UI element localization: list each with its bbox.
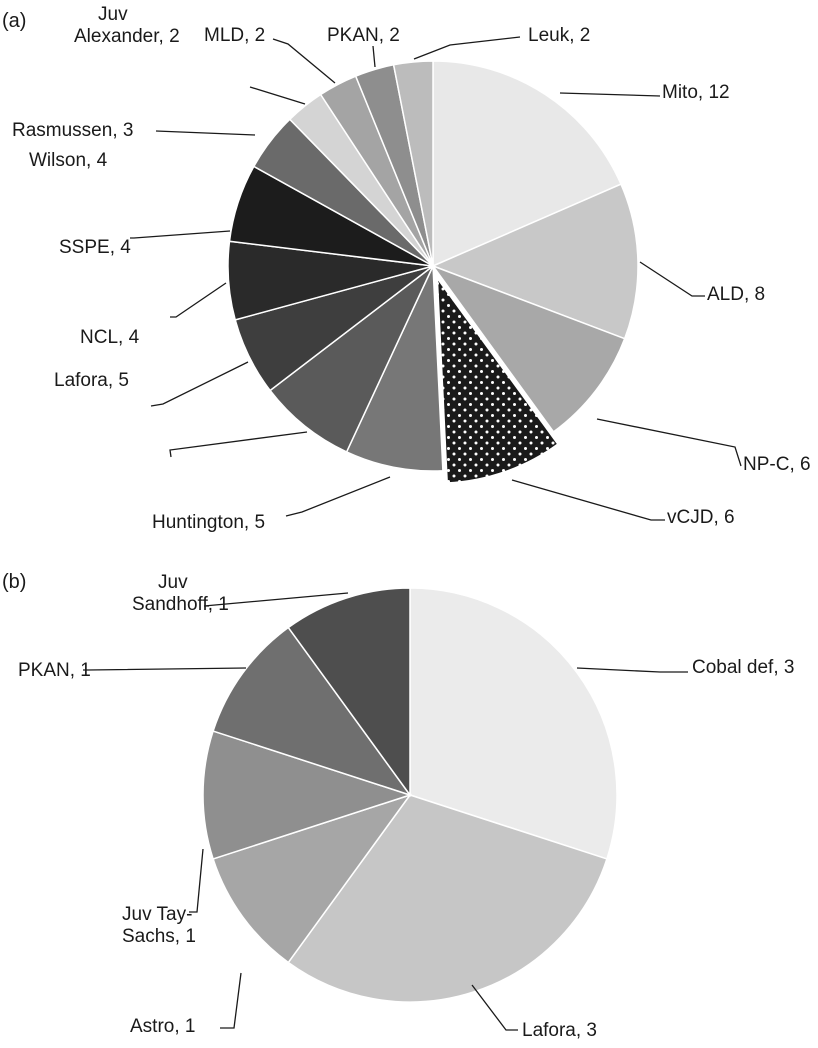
pie-slice-juv-tay-sachs [202,730,413,860]
leader-line-huntington [285,476,391,517]
pie-slice-np-c [430,264,626,433]
leader-line-sspe [170,282,227,318]
slice-label-pkan: PKAN, 2 [327,25,400,46]
leader-line-leuk [413,36,521,60]
slice-label-sspe: SSPE, 4 [59,237,131,258]
leader-line-astro [220,972,242,1029]
pie-slice-juv-sandhoff [287,587,411,798]
leader-line-rasmussen [155,130,256,136]
panel-label-a: (a) [2,10,26,32]
leader-line-juv-sandhoff [203,592,349,607]
pie-chart-b: Cobal def, 3 Lafora, 3 Astro, 1 Juv Tay-Sac… [18,572,794,1041]
leader-line-ald [639,261,705,297]
slice-label-juv-alexander: Juv Alexander, 2 [74,4,180,47]
leader-line-wilson [130,230,231,239]
leader-line-ncl [150,361,249,407]
pie-slice-pkan [212,626,412,797]
slice-label-ncl: NCL, 4 [80,327,140,348]
slice-label-astro: Astro, 1 [130,1016,195,1037]
pie-slice-mito [432,60,622,268]
leader-line-pkan [83,667,247,671]
pie-slice-leuk [392,60,434,267]
leader-line-cobal-def [576,667,688,673]
slice-label-leuk: Leuk, 2 [528,25,590,46]
pie-chart-a: Mito, 12 ALD, 8 NP-C, 6 vCJD, 6 Huntington, … [12,4,811,533]
slice-label-np-c: NP-C, 6 [743,454,811,475]
pie-slice-vcjd [436,275,559,484]
slice-label-wilson: Wilson, 4 [29,150,108,171]
slice-label-lafora: Lafora, 3 [522,1020,597,1041]
leader-line-juv-alexander [249,86,306,105]
leader-line-vcjd [511,479,665,521]
slice-label-pkan: PKAN, 1 [18,660,91,681]
pie-slice-ald [431,183,639,340]
leader-line-mld [272,38,336,84]
leader-line-juv-tay-sachs [189,848,204,913]
slice-label-juv-sandhoff: Juv Sandhoff, 1 [132,572,229,615]
leader-line-mito [559,92,661,97]
leader-line-lafora [169,431,308,458]
slice-label-mld: MLD, 2 [204,25,265,46]
pie-slice-cobal-def [409,587,618,860]
slice-label-mito: Mito, 12 [662,82,730,103]
slice-label-cobal-def: Cobal def, 3 [692,657,794,678]
slice-label-rasmussen: Rasmussen, 3 [12,120,133,141]
slice-label-huntington: Huntington, 5 [152,512,265,533]
pie-slice-lafora [269,265,434,453]
slice-label-vcjd: vCJD, 6 [667,507,735,528]
leader-line-np-c [596,418,742,467]
pie-slice-lafora [287,794,608,1003]
slice-label-ald: ALD, 8 [707,284,765,305]
leader-line-lafora [471,984,518,1031]
slice-label-lafora: Lafora, 5 [54,370,129,391]
slice-label-juv-tay-sachs: Juv Tay-Sachs, 1 [122,904,196,947]
leader-line-pkan [372,45,376,68]
pie-slice-huntington [345,265,444,472]
panel-label-b: (b) [2,571,26,593]
pie-slice-astro [212,793,412,964]
